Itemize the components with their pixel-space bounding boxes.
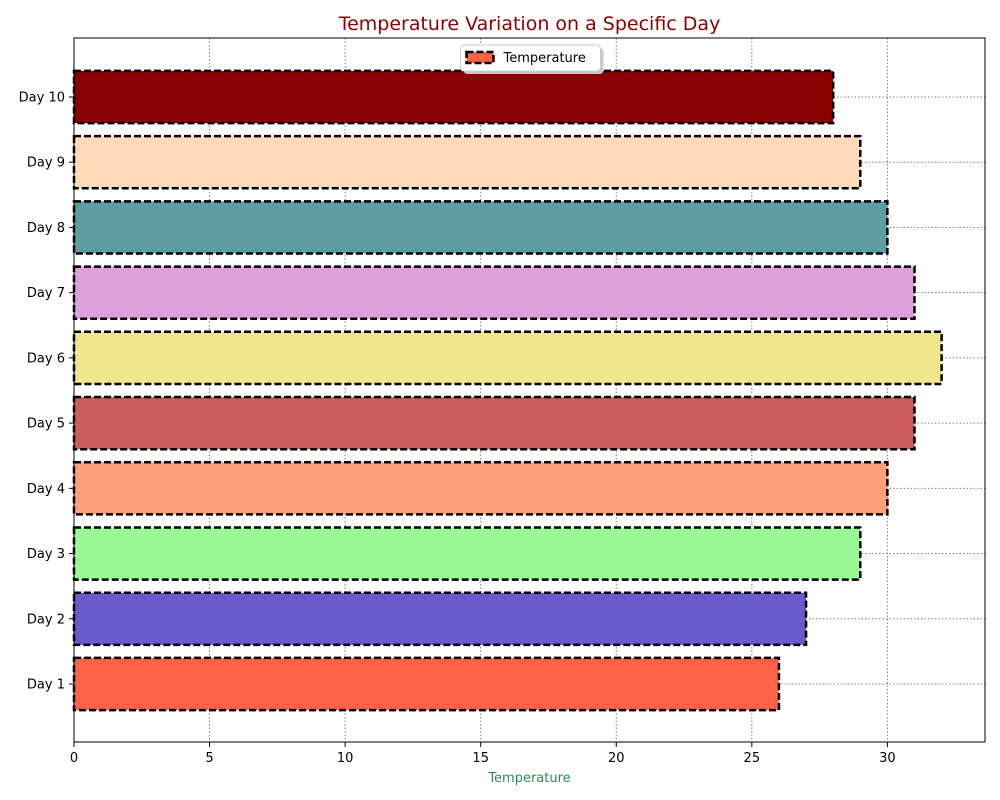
- legend: Temperature: [460, 44, 604, 74]
- bar-day-6: [72, 330, 943, 386]
- legend-box: [460, 44, 601, 72]
- bar-day-1: [72, 656, 781, 712]
- y-tick-label: Day 9: [27, 156, 65, 171]
- bar-day-9: [72, 134, 862, 190]
- plot-frame: [73, 37, 986, 743]
- bar-day-8: [72, 200, 889, 255]
- y-tick-label: Day 7: [27, 286, 65, 301]
- y-axis-ticks: Day 1 Day 2 Day 3 Day 4 Day 5 Day 6 Day 7 Day 8…: [19, 91, 74, 693]
- y-tick-label: Day 6: [27, 351, 65, 366]
- bar-day-7: [72, 265, 916, 321]
- x-tick-label: 5: [205, 751, 213, 766]
- y-tick-label: Day 4: [27, 482, 65, 497]
- bar-day-3: [72, 526, 862, 581]
- x-axis-label: Temperature: [487, 771, 570, 786]
- y-tick-label: Day 2: [27, 612, 65, 627]
- bar-day-10: [72, 69, 835, 125]
- x-tick-label: 25: [744, 751, 761, 766]
- y-tick-label: Day 5: [27, 417, 65, 432]
- x-tick-label: 0: [70, 751, 78, 766]
- legend-swatch: [465, 50, 495, 65]
- y-tick-label: Day 10: [19, 91, 65, 106]
- bar-day-4: [72, 460, 889, 516]
- y-tick-label: Day 3: [27, 547, 65, 562]
- y-tick-label: Day 8: [27, 221, 65, 236]
- x-tick-label: 15: [472, 751, 489, 766]
- bar-day-5: [72, 395, 916, 451]
- chart-title: Temperature Variation on a Specific Day: [338, 13, 721, 35]
- bar-day-2: [72, 591, 808, 647]
- y-tick-label: Day 1: [27, 678, 65, 693]
- bars: [72, 69, 943, 712]
- x-tick-label: 30: [879, 751, 896, 766]
- x-axis-ticks: 0 5 10 15 20 25 30: [70, 742, 896, 766]
- x-tick-label: 20: [608, 751, 625, 766]
- legend-label: Temperature: [503, 51, 586, 66]
- x-tick-label: 10: [337, 751, 354, 766]
